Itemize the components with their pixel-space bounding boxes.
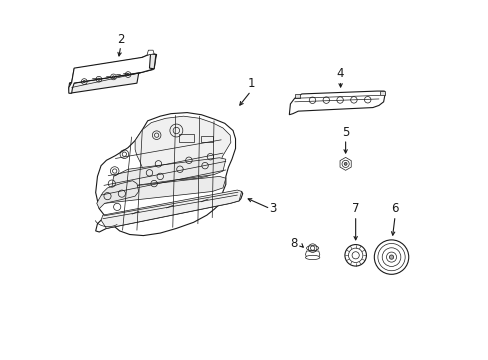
- Polygon shape: [147, 50, 154, 55]
- Polygon shape: [135, 116, 230, 179]
- Circle shape: [127, 73, 129, 76]
- Polygon shape: [149, 54, 156, 69]
- Text: 3: 3: [269, 202, 276, 215]
- Text: 7: 7: [351, 202, 359, 215]
- Polygon shape: [97, 181, 139, 209]
- Circle shape: [112, 76, 114, 78]
- Polygon shape: [69, 54, 156, 93]
- Polygon shape: [69, 73, 139, 93]
- Polygon shape: [101, 190, 241, 228]
- Bar: [294, 94, 300, 98]
- Circle shape: [388, 255, 393, 259]
- Bar: [179, 134, 193, 141]
- Text: 2: 2: [117, 32, 124, 45]
- Ellipse shape: [305, 255, 319, 260]
- Ellipse shape: [306, 246, 318, 251]
- Text: 8: 8: [289, 237, 297, 250]
- Text: 4: 4: [336, 67, 344, 80]
- Polygon shape: [339, 157, 350, 170]
- Polygon shape: [112, 158, 225, 188]
- Text: 5: 5: [341, 126, 348, 139]
- Circle shape: [344, 162, 346, 165]
- Polygon shape: [96, 113, 235, 235]
- Circle shape: [98, 78, 100, 80]
- Circle shape: [83, 81, 85, 83]
- Polygon shape: [305, 251, 319, 257]
- Polygon shape: [96, 192, 242, 232]
- Polygon shape: [289, 91, 384, 115]
- Text: 6: 6: [390, 202, 398, 215]
- Polygon shape: [101, 176, 225, 203]
- Text: 1: 1: [247, 77, 255, 90]
- Bar: [379, 91, 385, 95]
- Polygon shape: [69, 54, 155, 83]
- Bar: [201, 135, 212, 142]
